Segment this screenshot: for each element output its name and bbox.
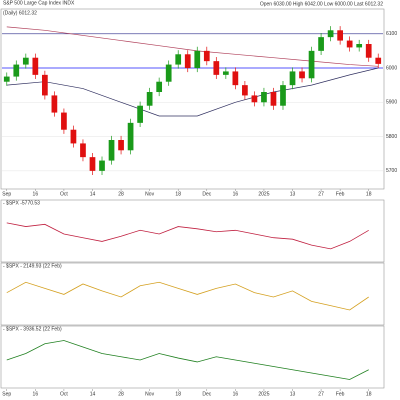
candle-body — [13, 64, 20, 77]
x-tick-label: 2025 — [258, 391, 269, 397]
x-tick-label: 18 — [366, 391, 372, 397]
indicator-line — [6, 222, 369, 250]
candle-body — [251, 95, 258, 103]
x-tick-label: 18 — [175, 391, 181, 397]
moving-average — [6, 67, 379, 117]
x-tick-label: Oct — [60, 191, 68, 197]
candle-body — [213, 61, 220, 75]
candle-body — [356, 44, 363, 48]
pane-frame — [0, 8, 385, 190]
x-tick-label: Dec — [202, 391, 211, 397]
x-tick-label: Sep — [2, 191, 11, 197]
candle-body — [308, 50, 315, 79]
x-tick-label: 27 — [318, 391, 324, 397]
candle-body — [22, 57, 29, 65]
x-tick-label: 28 — [118, 191, 124, 197]
candle-body — [365, 44, 372, 58]
candle-body — [175, 54, 182, 65]
candle-body — [194, 50, 201, 68]
x-tick-label: 14 — [90, 191, 96, 197]
y-tick-label: 6000 — [386, 65, 397, 71]
candle-body — [261, 92, 267, 103]
candle-body — [146, 92, 153, 106]
candle-body — [137, 105, 143, 123]
x-tick-label: Nov — [145, 191, 154, 197]
x-tick-label: 18 — [175, 191, 181, 197]
indicator-line — [6, 340, 369, 380]
candle-body — [280, 85, 286, 106]
x-tick-label: 16 — [233, 391, 239, 397]
candle-body — [299, 71, 305, 79]
pane-title: - $SPX - 3936.52 (22 Feb) — [3, 326, 62, 332]
x-tick-label: 27 — [318, 191, 324, 197]
candle-body — [118, 140, 124, 151]
candle-body — [99, 160, 105, 171]
pane-frame — [0, 262, 385, 326]
candle-body — [127, 122, 134, 151]
candle-body — [346, 40, 353, 48]
x-tick-label: Sep — [2, 391, 11, 397]
pane-title: - $SPX - 2149.93 (22 Feb) — [3, 263, 62, 269]
x-tick-label: 18 — [366, 191, 372, 197]
x-tick-label: 16 — [233, 191, 239, 197]
candle-body — [337, 30, 343, 41]
x-tick-label: 16 — [33, 191, 39, 197]
candle-body — [156, 81, 163, 92]
x-tick-label: Feb — [336, 191, 345, 197]
x-tick-label: Nov — [145, 391, 154, 397]
candle-body — [327, 30, 334, 38]
x-tick-label: Dec — [202, 191, 211, 197]
candle-body — [375, 57, 382, 64]
candle-body — [222, 71, 229, 75]
y-tick-label: 5700 — [386, 168, 397, 174]
candle-body — [270, 92, 277, 106]
candle-body — [61, 112, 67, 130]
candle-body — [3, 76, 10, 82]
x-tick-label: 13 — [290, 391, 296, 397]
quote: Open 6030.00 High 6042.00 Low 6000.00 La… — [260, 1, 383, 7]
chart-subtitle: (Daily) 6012.32 — [3, 10, 37, 16]
candle-body — [32, 57, 39, 75]
y-tick-label: 5900 — [386, 100, 397, 106]
x-tick-label: 13 — [290, 191, 296, 197]
x-tick-label: 28 — [118, 391, 124, 397]
candle-body — [184, 54, 191, 68]
candle-body — [42, 74, 48, 96]
candle-body — [89, 157, 96, 171]
candle-body — [80, 143, 86, 158]
pane-frame — [0, 199, 385, 263]
pane-title: - $SPX -5770.53 — [3, 200, 40, 206]
candle-body — [165, 64, 172, 82]
candle-body — [242, 85, 248, 96]
candle-body — [51, 95, 58, 113]
indicator-line — [6, 281, 369, 311]
candle-body — [289, 71, 296, 86]
y-tick-label: 6100 — [386, 31, 397, 37]
chart-title: S&P 500 Large Cap Index INDX — [3, 0, 75, 6]
candle-body — [203, 50, 210, 62]
x-tick-label: 16 — [33, 391, 39, 397]
candle-body — [70, 129, 77, 144]
candle-body — [318, 37, 324, 51]
x-tick-label: Oct — [60, 391, 68, 397]
x-tick-label: 2025 — [258, 191, 269, 197]
y-tick-label: 5800 — [386, 134, 397, 140]
candle-body — [108, 140, 115, 161]
pane-frame — [0, 325, 385, 389]
x-tick-label: Feb — [336, 391, 345, 397]
x-tick-label: 14 — [90, 391, 96, 397]
candle-body — [232, 71, 239, 86]
